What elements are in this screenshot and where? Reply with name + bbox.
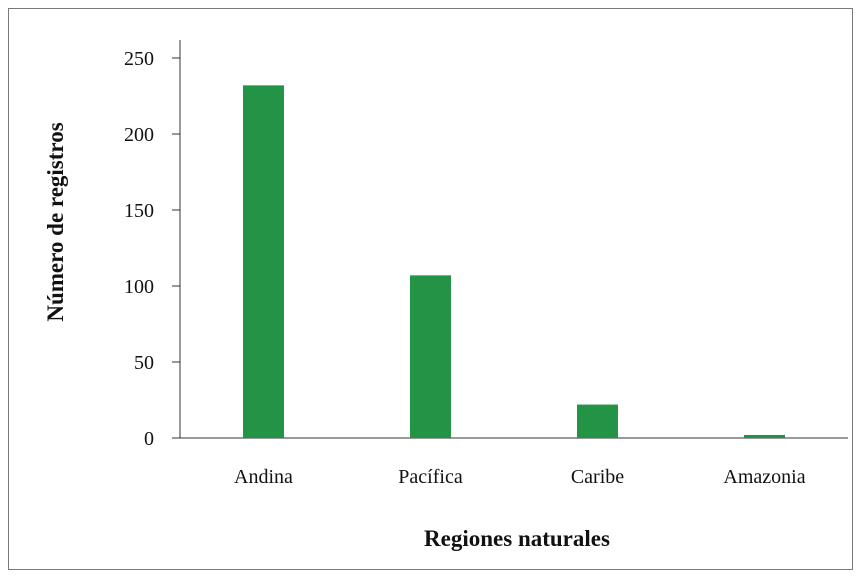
y-tick-label: 100 (124, 276, 154, 298)
y-tick-label: 0 (144, 428, 154, 450)
x-tick-label: Andina (234, 466, 293, 488)
x-tick-label: Caribe (571, 466, 624, 488)
bar-4 (744, 434, 785, 438)
x-tick-label: Amazonia (723, 466, 805, 488)
y-tick-label: 250 (124, 48, 154, 70)
bars (243, 85, 785, 439)
bar-2 (410, 275, 451, 438)
y-tick-label: 50 (134, 352, 154, 374)
y-tick-label: 200 (124, 124, 154, 146)
x-axis-title: Regiones naturales (424, 526, 610, 551)
y-axis-title: Número de registros (43, 122, 68, 321)
bar-3 (577, 404, 618, 438)
y-tick-label: 150 (124, 200, 154, 222)
bar-1 (243, 85, 284, 439)
y-axis: 0 50 100 150 200 250 (124, 40, 181, 450)
x-tick-label: Pacífica (398, 466, 463, 488)
x-tick-labels: Andina Pacífica Caribe Amazonia (234, 466, 806, 488)
